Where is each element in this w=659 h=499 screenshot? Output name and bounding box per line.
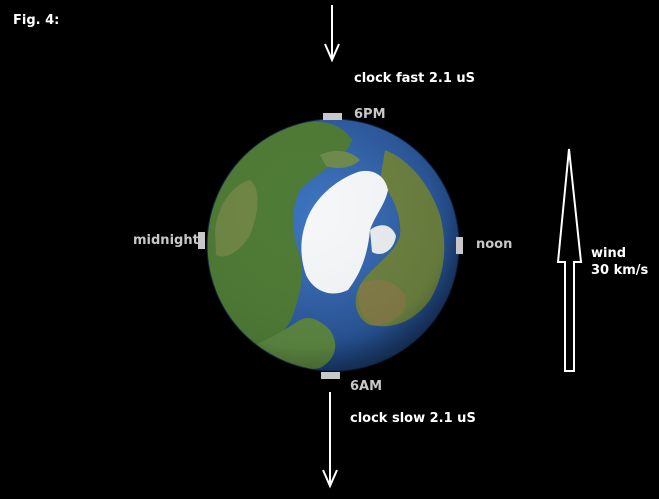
top-down-arrow — [324, 5, 340, 63]
marker-noon — [456, 237, 463, 254]
marker-midnight — [198, 232, 205, 249]
marker-6pm — [323, 113, 342, 120]
bottom-down-arrow — [322, 392, 338, 489]
clock-slow-label: clock slow 2.1 uS — [350, 411, 476, 426]
time-noon-label: noon — [476, 237, 513, 252]
time-6am-label: 6AM — [350, 379, 383, 394]
figure-label: Fig. 4: — [13, 13, 60, 28]
marker-6am — [321, 372, 340, 379]
time-midnight-label: midnight — [133, 233, 199, 248]
wind-label: wind — [591, 246, 627, 261]
time-6pm-label: 6PM — [354, 107, 386, 122]
clock-fast-label: clock fast 2.1 uS — [354, 71, 476, 86]
wind-speed-label: 30 km/s — [591, 263, 649, 278]
wind-arrow — [556, 148, 583, 372]
